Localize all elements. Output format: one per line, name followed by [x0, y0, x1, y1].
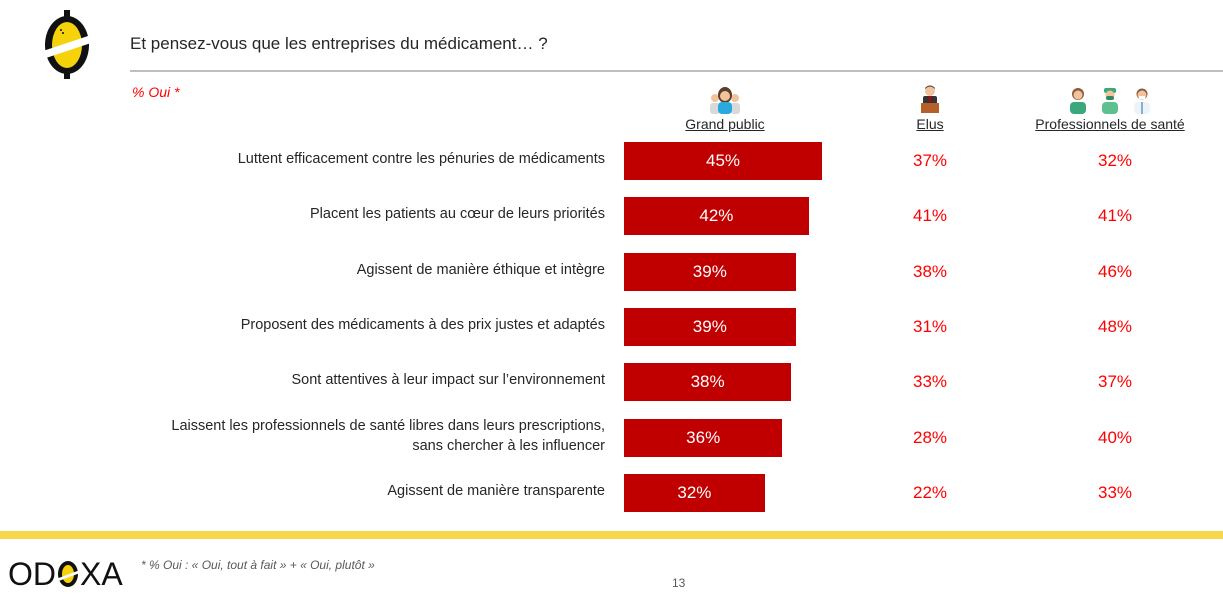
column-header-health-professionals: Professionnels de santé [1010, 84, 1210, 132]
value-health-professionals: 33% [1097, 482, 1133, 502]
health-professionals-icon [1010, 84, 1210, 114]
bar-grand-public [624, 418, 783, 457]
bar-grand-public [624, 197, 809, 236]
value-elus: 37% [912, 151, 948, 170]
row-label: Agissent de manière transparente [387, 482, 605, 499]
row-label: Luttent efficacement contre les pénuries… [237, 151, 605, 167]
bar-value-label: 39% [692, 261, 727, 281]
column-header-grand-public: Grand public [640, 84, 810, 132]
bar-grand-public [624, 473, 765, 512]
row-label: Laissent les professionnels de santé lib… [171, 417, 605, 454]
svg-text:OD: OD [8, 556, 56, 590]
value-health-professionals: 48% [1097, 316, 1133, 336]
bar-value-label: 45% [705, 151, 741, 170]
value-health-professionals: 41% [1097, 206, 1133, 226]
bar-grand-public [624, 142, 822, 180]
bar-grand-public [624, 252, 796, 291]
value-health-professionals: 37% [1097, 372, 1133, 392]
value-elus: 31% [912, 316, 948, 336]
odoxa-brand-logo: OD XA [8, 556, 133, 590]
column-label: Professionnels de santé [1035, 116, 1185, 132]
row-label: Sont attentives à leur impact sur l’envi… [291, 372, 605, 389]
value-elus: 33% [912, 372, 948, 392]
value-health-professionals: 32% [1097, 151, 1133, 170]
bar-grand-public [624, 307, 796, 346]
row-label: Placent les patients au cœur de leurs pr… [310, 206, 605, 223]
value-health-professionals: 40% [1097, 427, 1133, 447]
value-elus: 22% [912, 482, 948, 502]
chart-subtitle: % Oui * [132, 84, 180, 100]
row-label: Proposent des médicaments à des prix jus… [240, 316, 605, 333]
bar-grand-public [624, 363, 792, 402]
column-label: Elus [916, 116, 944, 132]
column-header-elus: Elus [880, 84, 980, 132]
row-label: Agissent de manière éthique et intègre [356, 261, 605, 278]
title-divider [130, 70, 1223, 72]
page-number: 13 [672, 576, 686, 590]
bar-value-label: 32% [677, 482, 712, 502]
value-elus: 28% [912, 427, 948, 447]
bar-value-label: 42% [699, 206, 734, 226]
svg-text:XA: XA [80, 556, 123, 590]
footer-accent-band [0, 531, 1223, 539]
value-elus: 41% [912, 206, 948, 226]
bar-value-label: 38% [690, 372, 725, 392]
value-health-professionals: 46% [1097, 261, 1133, 281]
odoxa-logo-icon [36, 8, 98, 80]
footnote: * % Oui : « Oui, tout à fait » + « Oui, … [141, 558, 375, 572]
bar-value-label: 39% [692, 316, 727, 336]
page-title: Et pensez-vous que les entreprises du mé… [130, 34, 548, 53]
elected-official-podium-icon [880, 84, 980, 114]
bar-value-label: 36% [686, 427, 721, 447]
column-label: Grand public [685, 116, 765, 132]
general-public-people-icon [640, 84, 810, 114]
value-elus: 38% [912, 261, 948, 281]
